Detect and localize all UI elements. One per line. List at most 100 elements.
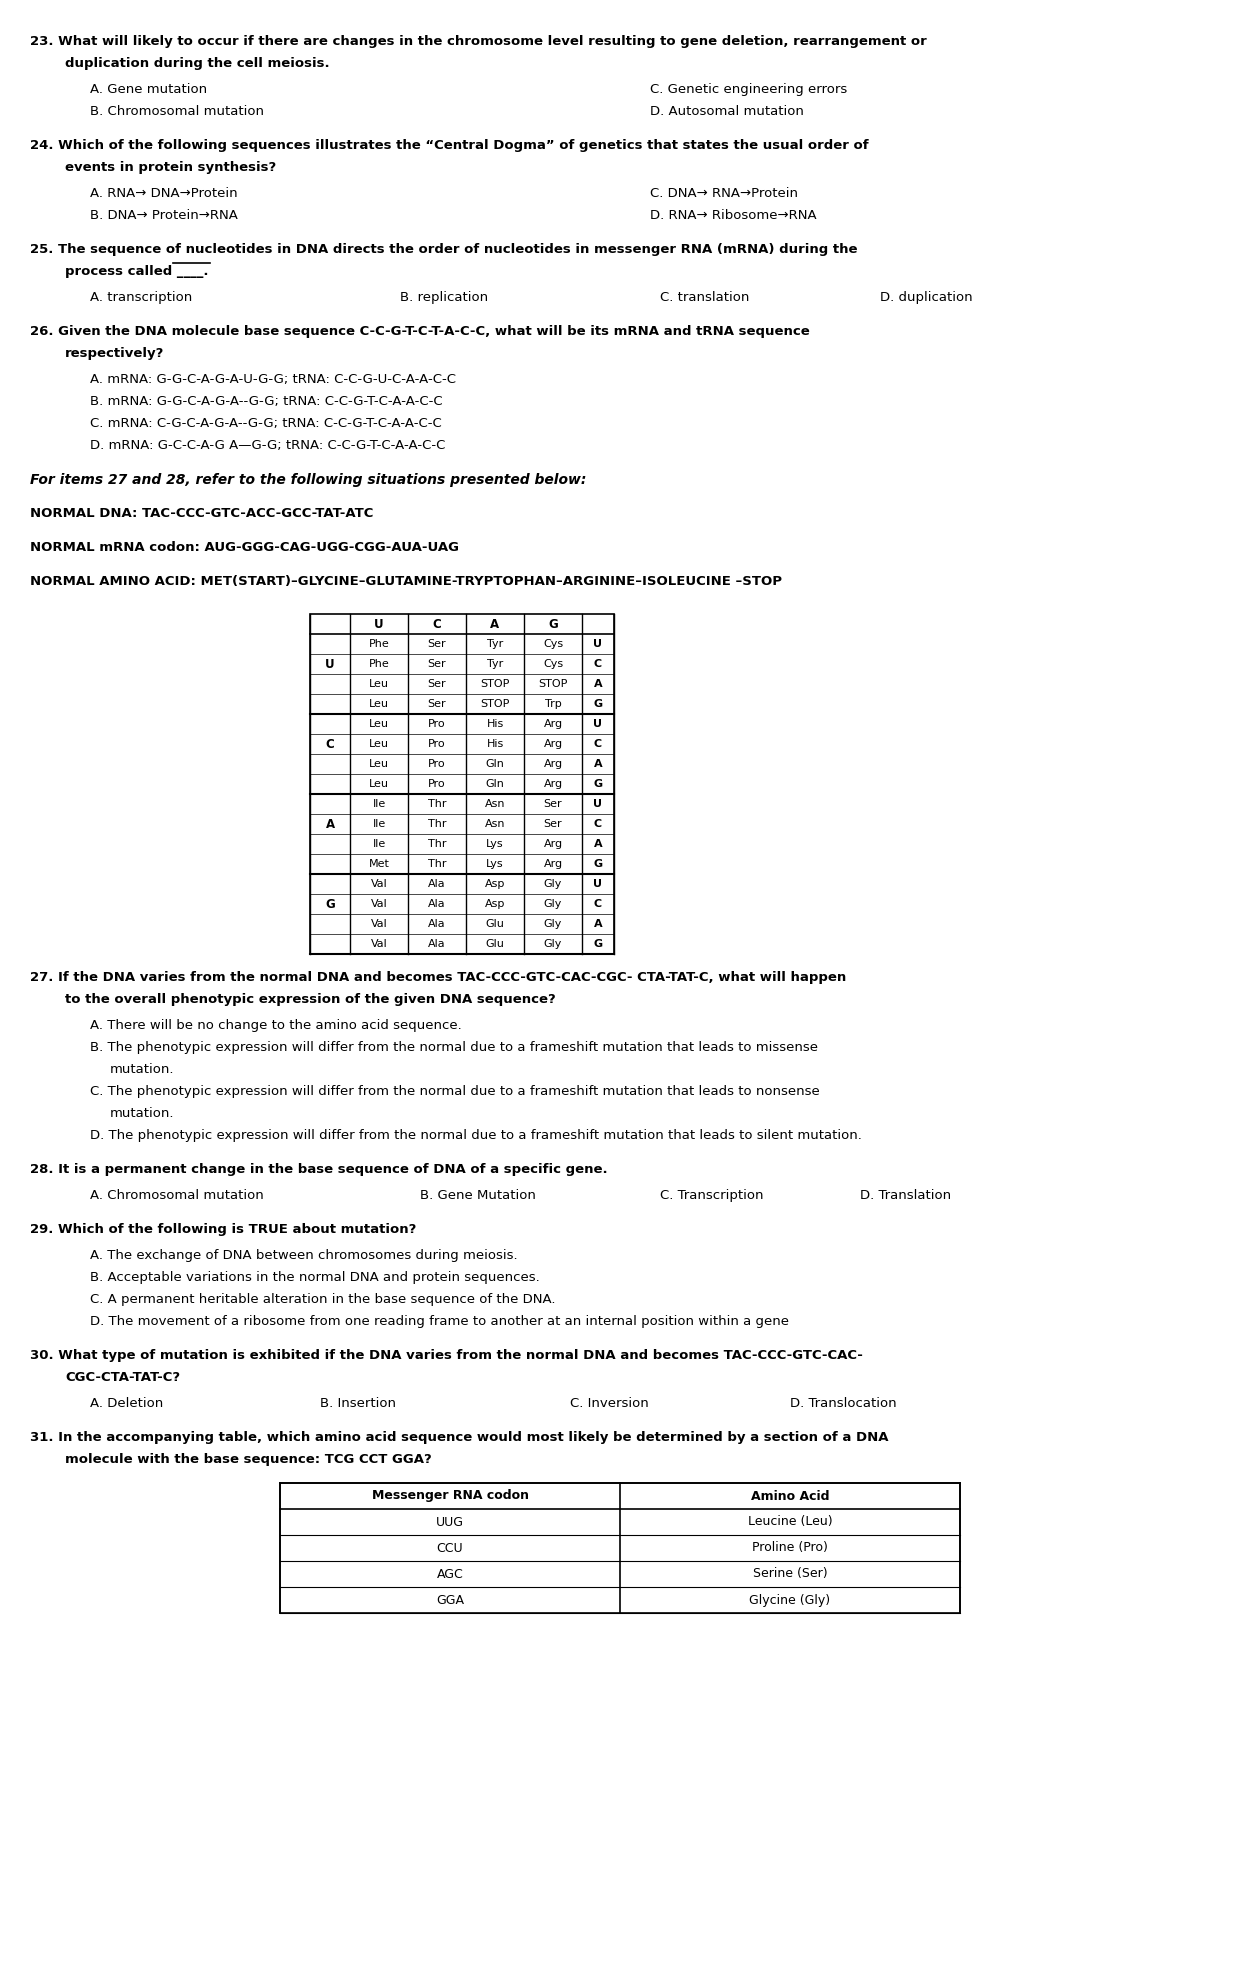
Text: B. Insertion: B. Insertion: [320, 1397, 396, 1410]
Bar: [280, 1483, 960, 1613]
Text: Ile: Ile: [372, 840, 386, 850]
Text: Pro: Pro: [428, 779, 445, 789]
Text: Glu: Glu: [485, 919, 504, 928]
Text: Arg: Arg: [544, 740, 562, 749]
Text: UUG: UUG: [435, 1515, 464, 1528]
Text: CGC-CTA-TAT-C?: CGC-CTA-TAT-C?: [65, 1371, 180, 1385]
Text: C. DNA→ RNA→Protein: C. DNA→ RNA→Protein: [651, 187, 797, 201]
Text: AGC: AGC: [437, 1568, 463, 1581]
Text: C. The phenotypic expression will differ from the normal due to a frameshift mut: C. The phenotypic expression will differ…: [90, 1086, 820, 1098]
Text: Arg: Arg: [544, 860, 562, 869]
Text: CCU: CCU: [437, 1542, 463, 1554]
Text: C: C: [326, 738, 335, 751]
Text: Tyr: Tyr: [486, 639, 503, 649]
Text: Gln: Gln: [485, 779, 504, 789]
Text: C: C: [593, 899, 602, 909]
Text: Amino Acid: Amino Acid: [750, 1489, 830, 1503]
Text: A. RNA→ DNA→Protein: A. RNA→ DNA→Protein: [90, 187, 238, 201]
Text: NORMAL AMINO ACID: MET(START)–GLYCINE–GLUTAMINE-TRYPTOPHAN–ARGININE–ISOLEUCINE –: NORMAL AMINO ACID: MET(START)–GLYCINE–GL…: [30, 574, 782, 588]
Text: B. The phenotypic expression will differ from the normal due to a frameshift mut: B. The phenotypic expression will differ…: [90, 1041, 819, 1054]
Text: STOP: STOP: [539, 679, 567, 688]
Text: G: G: [593, 938, 602, 948]
Text: B. replication: B. replication: [401, 291, 488, 305]
Text: Ala: Ala: [428, 899, 445, 909]
Text: Cys: Cys: [542, 659, 564, 669]
Text: A. Deletion: A. Deletion: [90, 1397, 163, 1410]
Text: NORMAL mRNA codon: AUG-GGG-CAG-UGG-CGG-AUA-UAG: NORMAL mRNA codon: AUG-GGG-CAG-UGG-CGG-A…: [30, 541, 459, 555]
Text: Asp: Asp: [485, 879, 505, 889]
Text: For items 27 and 28, refer to the following situations presented below:: For items 27 and 28, refer to the follow…: [30, 472, 586, 488]
Text: Val: Val: [371, 879, 387, 889]
Text: Ala: Ala: [428, 919, 445, 928]
Text: Pro: Pro: [428, 720, 445, 730]
Text: Gln: Gln: [485, 759, 504, 769]
Text: 27. If the DNA varies from the normal DNA and becomes TAC-CCC-GTC-CAC-CGC- CTA-T: 27. If the DNA varies from the normal DN…: [30, 972, 846, 984]
Text: 25. The sequence of nucleotides in DNA directs the order of nucleotides in messe: 25. The sequence of nucleotides in DNA d…: [30, 244, 857, 256]
Text: Phe: Phe: [368, 659, 389, 669]
Text: D. Autosomal mutation: D. Autosomal mutation: [651, 104, 804, 118]
Text: A. Gene mutation: A. Gene mutation: [90, 83, 207, 96]
Text: His: His: [486, 720, 504, 730]
Text: A. Chromosomal mutation: A. Chromosomal mutation: [90, 1188, 264, 1202]
Text: Ser: Ser: [428, 659, 447, 669]
Text: 31. In the accompanying table, which amino acid sequence would most likely be de: 31. In the accompanying table, which ami…: [30, 1432, 888, 1444]
Text: U: U: [593, 799, 602, 808]
Text: Ala: Ala: [428, 879, 445, 889]
Text: D. The movement of a ribosome from one reading frame to another at an internal p: D. The movement of a ribosome from one r…: [90, 1316, 789, 1328]
Text: D. Translation: D. Translation: [860, 1188, 952, 1202]
Text: Pro: Pro: [428, 740, 445, 749]
Text: C. translation: C. translation: [661, 291, 749, 305]
Text: Leu: Leu: [369, 740, 389, 749]
Text: U: U: [593, 639, 602, 649]
Text: Ile: Ile: [372, 799, 386, 808]
Text: C: C: [593, 740, 602, 749]
Text: Tyr: Tyr: [486, 659, 503, 669]
Text: C. mRNA: C-G-C-A-G-A--G-G; tRNA: C-C-G-T-C-A-A-C-C: C. mRNA: C-G-C-A-G-A--G-G; tRNA: C-C-G-T…: [90, 417, 442, 431]
Text: Leu: Leu: [369, 759, 389, 769]
Text: process called ____.: process called ____.: [65, 266, 209, 277]
Text: A: A: [593, 679, 602, 688]
Text: Asn: Asn: [485, 799, 505, 808]
Text: GGA: GGA: [435, 1593, 464, 1607]
Text: U: U: [593, 720, 602, 730]
Text: 30. What type of mutation is exhibited if the DNA varies from the normal DNA and: 30. What type of mutation is exhibited i…: [30, 1349, 863, 1361]
Text: G: G: [593, 779, 602, 789]
Text: Thr: Thr: [428, 799, 447, 808]
Text: Leu: Leu: [369, 679, 389, 688]
Text: Gly: Gly: [544, 938, 562, 948]
Text: 28. It is a permanent change in the base sequence of DNA of a specific gene.: 28. It is a permanent change in the base…: [30, 1162, 607, 1176]
Text: C. A permanent heritable alteration in the base sequence of the DNA.: C. A permanent heritable alteration in t…: [90, 1292, 556, 1306]
Text: Val: Val: [371, 899, 387, 909]
Text: mutation.: mutation.: [109, 1107, 174, 1119]
Text: Arg: Arg: [544, 779, 562, 789]
Text: Trp: Trp: [545, 698, 561, 708]
Text: A: A: [593, 759, 602, 769]
Text: A: A: [593, 919, 602, 928]
Text: Arg: Arg: [544, 720, 562, 730]
Text: G: G: [549, 618, 557, 631]
Text: A. The exchange of DNA between chromosomes during meiosis.: A. The exchange of DNA between chromosom…: [90, 1249, 518, 1263]
Text: G: G: [593, 860, 602, 869]
Text: D. The phenotypic expression will differ from the normal due to a frameshift mut: D. The phenotypic expression will differ…: [90, 1129, 862, 1143]
Text: Ala: Ala: [428, 938, 445, 948]
Text: U: U: [593, 879, 602, 889]
Text: D. Translocation: D. Translocation: [790, 1397, 897, 1410]
Text: C: C: [593, 818, 602, 828]
Text: mutation.: mutation.: [109, 1062, 174, 1076]
Text: 26. Given the DNA molecule base sequence C-C-G-T-C-T-A-C-C, what will be its mRN: 26. Given the DNA molecule base sequence…: [30, 325, 810, 338]
Text: Arg: Arg: [544, 759, 562, 769]
Text: to the overall phenotypic expression of the given DNA sequence?: to the overall phenotypic expression of …: [65, 993, 556, 1005]
Text: 23. What will likely to occur if there are changes in the chromosome level resul: 23. What will likely to occur if there a…: [30, 35, 927, 47]
Text: Gly: Gly: [544, 899, 562, 909]
Text: D. RNA→ Ribosome→RNA: D. RNA→ Ribosome→RNA: [651, 209, 816, 222]
Text: His: His: [486, 740, 504, 749]
Text: Serine (Ser): Serine (Ser): [753, 1568, 827, 1581]
Text: Glycine (Gly): Glycine (Gly): [749, 1593, 831, 1607]
Text: Ile: Ile: [372, 818, 386, 828]
Text: B. DNA→ Protein→RNA: B. DNA→ Protein→RNA: [90, 209, 238, 222]
Text: Thr: Thr: [428, 860, 447, 869]
Text: B. mRNA: G-G-C-A-G-A--G-G; tRNA: C-C-G-T-C-A-A-C-C: B. mRNA: G-G-C-A-G-A--G-G; tRNA: C-C-G-T…: [90, 395, 443, 407]
Text: Lys: Lys: [486, 840, 504, 850]
Text: Gly: Gly: [544, 879, 562, 889]
Text: C: C: [593, 659, 602, 669]
